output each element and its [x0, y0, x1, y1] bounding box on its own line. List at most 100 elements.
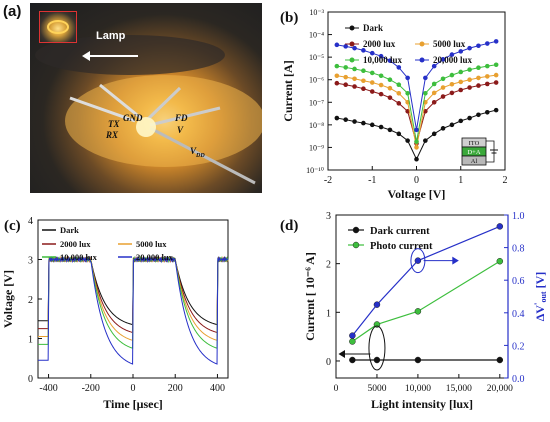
data-point — [405, 91, 410, 96]
data-point — [414, 139, 419, 144]
right-arrow-head-icon — [452, 256, 459, 265]
data-point — [361, 78, 366, 84]
x-tick-label: -200 — [82, 383, 100, 394]
data-point — [343, 74, 349, 80]
probe-1 — [69, 96, 136, 123]
data-point — [405, 75, 410, 81]
y-right-axis-label: ΔV'out [V] — [533, 272, 548, 322]
x-tick-label: 0 — [414, 175, 419, 186]
series-line — [352, 260, 501, 343]
y-axis-label: Current [A] — [281, 60, 295, 121]
y-tick-label: 2 — [28, 295, 33, 306]
y-right-tick-label: 0.4 — [512, 309, 525, 320]
data-point — [440, 57, 446, 62]
x-tick-label: 15,000 — [446, 384, 472, 394]
y-right-tick-label: 0.2 — [512, 341, 525, 352]
y-tick-label: 4 — [28, 216, 33, 227]
data-point — [467, 85, 472, 90]
data-point — [431, 99, 437, 105]
legend-marker — [352, 241, 360, 249]
data-point — [361, 48, 366, 53]
inset-layer-label: Al — [471, 158, 478, 165]
data-point — [334, 80, 340, 86]
data-point — [414, 257, 422, 264]
data-point — [378, 124, 384, 130]
data-point — [414, 356, 422, 364]
tx-label: TX — [108, 119, 120, 129]
x-axis-label: Light intensity [lux] — [371, 397, 473, 411]
legend-label: 20,000 lux — [433, 55, 473, 65]
x-axis-label: Voltage [V] — [388, 187, 446, 201]
series-line — [38, 256, 229, 365]
data-point — [343, 117, 349, 122]
x-tick-label: -1 — [368, 175, 376, 186]
data-point — [458, 69, 464, 75]
data-point — [431, 81, 437, 87]
data-point — [458, 79, 464, 85]
legend-label: 5000 lux — [433, 39, 466, 49]
data-point — [387, 127, 393, 133]
y-tick-label: 10⁻⁸ — [309, 121, 324, 130]
data-point — [467, 67, 472, 72]
y-right-tick-label: 0.0 — [512, 374, 525, 385]
fd-label: FD — [175, 113, 188, 123]
data-point — [485, 63, 490, 69]
data-point — [440, 85, 446, 90]
data-point — [467, 115, 472, 121]
y-right-axis-label-part: ' — [533, 303, 543, 306]
y-tick-label: 10⁻⁶ — [309, 76, 324, 85]
lamp-label: Lamp — [96, 30, 126, 42]
y-tick-label: 1 — [326, 308, 331, 319]
y-right-axis-label-part: [V] — [533, 272, 547, 292]
data-point — [387, 77, 393, 83]
data-point — [449, 90, 455, 96]
data-point — [449, 122, 455, 128]
legend-label: 2000 lux — [363, 39, 396, 49]
series-line — [336, 74, 497, 148]
y-right-axis-label-part: out — [539, 291, 548, 302]
lamp-ring-icon — [47, 20, 69, 34]
data-point — [387, 58, 393, 63]
gnd-label: GND — [123, 113, 143, 123]
x-tick-label: 1 — [458, 175, 463, 186]
data-point — [405, 138, 410, 143]
x-axis-label: Time [μsec] — [103, 397, 163, 411]
data-point — [496, 356, 504, 364]
series-line — [351, 225, 501, 336]
data-point — [449, 81, 455, 87]
y-tick-label: 3 — [326, 211, 331, 222]
lamp-inset — [39, 11, 77, 43]
vdd-label: VDD — [190, 146, 205, 159]
data-point — [373, 301, 381, 308]
callout-ellipse — [368, 325, 386, 371]
data-point — [352, 119, 357, 124]
data-point — [467, 45, 472, 51]
y-axis-label: Current [ 10⁻⁶ A] — [303, 252, 317, 341]
data-point — [378, 73, 384, 79]
panel-a-photo: (a) Lamp GND TX — [0, 0, 270, 205]
x-tick-label: 10,000 — [405, 384, 431, 394]
probe-2 — [99, 83, 143, 121]
y-tick-label: 0 — [28, 374, 33, 385]
panel-d-letter: (d) — [280, 218, 298, 234]
data-point — [378, 91, 384, 97]
data-point — [414, 156, 419, 162]
legend-label: 2000 lux — [60, 239, 91, 249]
data-point — [440, 94, 446, 99]
data-point — [369, 70, 375, 76]
legend-label: Dark — [363, 23, 383, 33]
data-point — [352, 84, 357, 89]
data-point — [387, 85, 393, 91]
x-tick-label: 400 — [210, 383, 225, 394]
panel-c: (c) -400 -200 0 200 400 0 1 2 3 4 Time [μsec] Voltag… — [1, 216, 229, 411]
data-point — [349, 338, 356, 345]
data-point — [361, 68, 366, 74]
data-point — [369, 89, 375, 94]
y-tick-label: 10⁻³ — [309, 8, 324, 17]
data-point — [334, 115, 340, 121]
probe-4 — [149, 106, 221, 127]
legend-label: 20,000 lux — [136, 252, 174, 262]
y-tick-label: 10⁻⁹ — [309, 143, 324, 152]
